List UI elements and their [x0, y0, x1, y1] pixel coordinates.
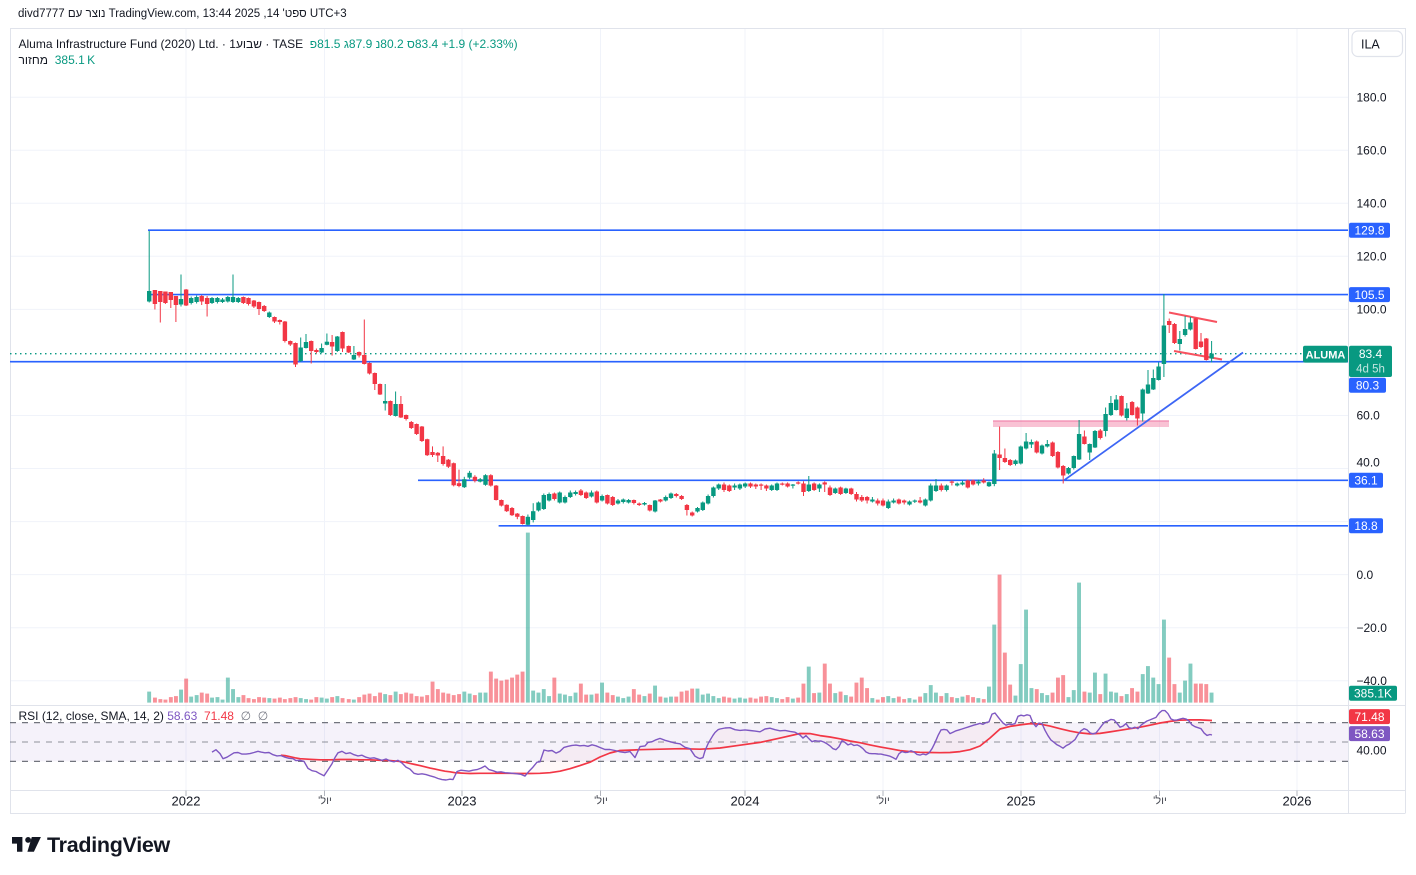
svg-text:0.0: 0.0	[1357, 568, 1374, 582]
svg-text:140.0: 140.0	[1357, 197, 1387, 211]
svg-text:ILA: ILA	[1361, 37, 1380, 51]
svg-text:−40.0: −40.0	[1357, 674, 1388, 688]
svg-text:2024: 2024	[731, 794, 760, 809]
svg-text:180.0: 180.0	[1357, 90, 1387, 104]
svg-text:−20.0: −20.0	[1357, 621, 1388, 635]
svg-text:129.8: 129.8	[1354, 223, 1384, 237]
svg-text:58.63: 58.63	[1354, 727, 1384, 741]
svg-text:385.1K: 385.1K	[1354, 687, 1392, 701]
svg-text:18.8: 18.8	[1354, 519, 1378, 533]
svg-text:160.0: 160.0	[1357, 143, 1387, 157]
svg-text:100.0: 100.0	[1357, 303, 1387, 317]
svg-text:105.5: 105.5	[1354, 288, 1384, 302]
svg-text:TradingView: TradingView	[47, 833, 171, 857]
svg-text:80.3: 80.3	[1356, 379, 1380, 393]
svg-text:40.0: 40.0	[1357, 455, 1381, 469]
svg-text:60.0: 60.0	[1357, 409, 1381, 423]
svg-text:2023: 2023	[448, 794, 477, 809]
svg-text:2026: 2026	[1283, 794, 1312, 809]
svg-text:120.0: 120.0	[1357, 250, 1387, 264]
svg-text:83.4: 83.4	[1359, 347, 1383, 361]
svg-text:ALUMA: ALUMA	[1306, 349, 1346, 361]
svg-text:2025: 2025	[1007, 794, 1036, 809]
svg-text:4d 5h: 4d 5h	[1356, 364, 1385, 376]
svg-text:36.1: 36.1	[1354, 474, 1378, 488]
svg-text:40.00: 40.00	[1357, 744, 1387, 758]
svg-text:2022: 2022	[172, 794, 201, 809]
svg-text:71.48: 71.48	[1354, 710, 1384, 724]
